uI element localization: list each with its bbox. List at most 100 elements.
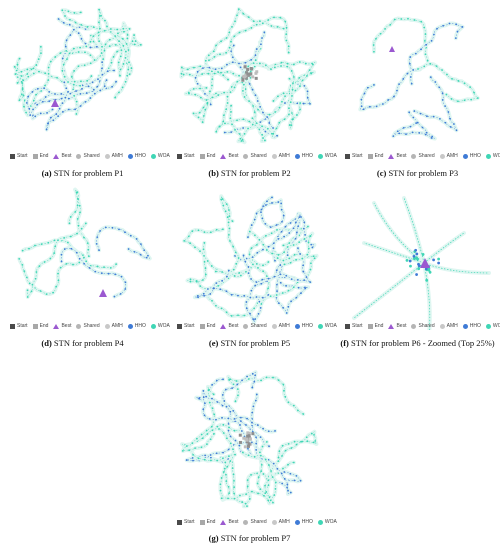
legend-item-amh: AMH [439,323,458,329]
end-symbol-icon [199,519,205,525]
hho-symbol-icon [127,153,133,159]
woa-symbol-icon [150,153,156,159]
best-symbol-icon [388,153,395,159]
legend-label: Best [228,519,239,525]
legend-f: Start End Best Shared AMH HHO WOA [345,323,500,329]
legend-label: Shared [418,153,435,159]
legend-label: Start [184,153,195,159]
legend-item-hho: HHO [127,153,146,159]
legend-item-end: End [199,323,216,329]
best-symbol-icon [220,323,227,329]
legend-label: Shared [418,323,435,329]
woa-symbol-icon [317,153,323,159]
legend-label: Start [17,323,28,329]
legend-item-amh: AMH [271,519,290,525]
start-symbol-icon [10,153,15,159]
legend-c: Start End Best Shared AMH HHO WOA [345,153,500,159]
legend-label: HHO [469,323,481,329]
legend-label: Best [228,153,239,159]
legend-item-shared: Shared [411,323,435,329]
legend-label: HHO [469,153,481,159]
legend-item-end: End [32,153,48,159]
caption-c-text: STN for problem P3 [386,168,459,178]
end-symbol-icon [32,323,38,329]
legend-item-amh: AMH [439,153,458,159]
legend-label: Best [396,323,407,329]
woa-symbol-icon [485,323,491,329]
caption-g-text: STN for problem P7 [218,533,291,543]
legend-label: Start [184,519,195,525]
end-symbol-icon [367,323,373,329]
legend-label: Best [61,323,72,329]
panel-f [340,185,495,355]
legend-label: AMH [278,519,290,525]
caption-d-letter: (d) [41,338,52,348]
legend-label: AMH [446,323,458,329]
end-symbol-icon [32,153,38,159]
hho-symbol-icon [294,153,300,159]
legend-label: HHO [134,153,146,159]
legend-item-start: Start [345,323,363,329]
woa-symbol-icon [485,153,491,159]
legend-item-amh: AMH [104,323,123,329]
woa-symbol-icon [317,519,323,525]
legend-g: Start End Best Shared AMH HHO WOA [177,519,337,525]
best-symbol-icon [220,519,227,525]
legend-item-best: Best [388,323,406,329]
legend-label: WOA [324,153,337,159]
stn-network [180,370,319,509]
legend-label: End [374,153,384,159]
caption-g-letter: (g) [208,533,219,543]
legend-item-start: Start [177,153,195,159]
legend-item-start: Start [345,153,363,159]
stn-graph-a [12,7,143,132]
legend-label: End [39,323,49,329]
legend-item-best: Best [220,519,238,525]
legend-label: Best [396,153,407,159]
legend-item-amh: AMH [271,153,290,159]
stn-graph-f [352,196,491,330]
stn-network [352,196,491,330]
best-symbol-icon [53,323,60,329]
legend-d: Start End Best Shared AMH HHO WOA [10,323,170,329]
legend-item-end: End [367,153,384,159]
caption-f: (f) STN for problem P6 - Zoomed (Top 25%… [340,338,495,348]
legend-item-end: End [32,323,49,329]
legend-e: Start End Best Shared AMH HHO WOA [177,323,337,329]
shared-symbol-icon [76,323,82,329]
legend-item-end: End [199,519,215,525]
legend-label: HHO [301,323,313,329]
stn-graph-d [17,187,152,299]
caption-b-letter: (b) [208,168,219,178]
stn-network [17,187,152,299]
panel-a [5,3,160,173]
legend-label: HHO [301,519,313,525]
legend-label: Best [61,153,72,159]
legend-label: Shared [83,323,100,329]
shared-symbol-icon [76,153,82,159]
legend-item-end: End [367,323,383,329]
legend-item-best: Best [388,153,406,159]
legend-item-shared: Shared [76,153,100,159]
legend-label: Start [184,323,195,329]
caption-b-text: STN for problem P2 [218,168,291,178]
legend-label: Shared [250,323,267,329]
caption-f-letter: (f) [340,338,349,348]
shared-symbol-icon [243,519,249,525]
caption-e-letter: (e) [208,338,219,348]
stn-graph-b [179,7,318,145]
stn-graph-c [358,16,480,141]
caption-c: (c) STN for problem P3 [340,168,495,178]
hho-symbol-icon [462,153,468,159]
legend-item-woa: WOA [317,153,337,159]
panel-g [172,367,327,537]
legend-label: End [206,323,216,329]
legend-item-shared: Shared [243,519,267,525]
legend-item-shared: Shared [76,323,100,329]
start-symbol-icon [177,519,182,525]
legend-item-amh: AMH [104,153,123,159]
start-symbol-icon [345,153,350,159]
legend-item-hho: HHO [462,323,481,329]
legend-label: WOA [492,153,500,159]
legend-item-best: Best [220,323,238,329]
